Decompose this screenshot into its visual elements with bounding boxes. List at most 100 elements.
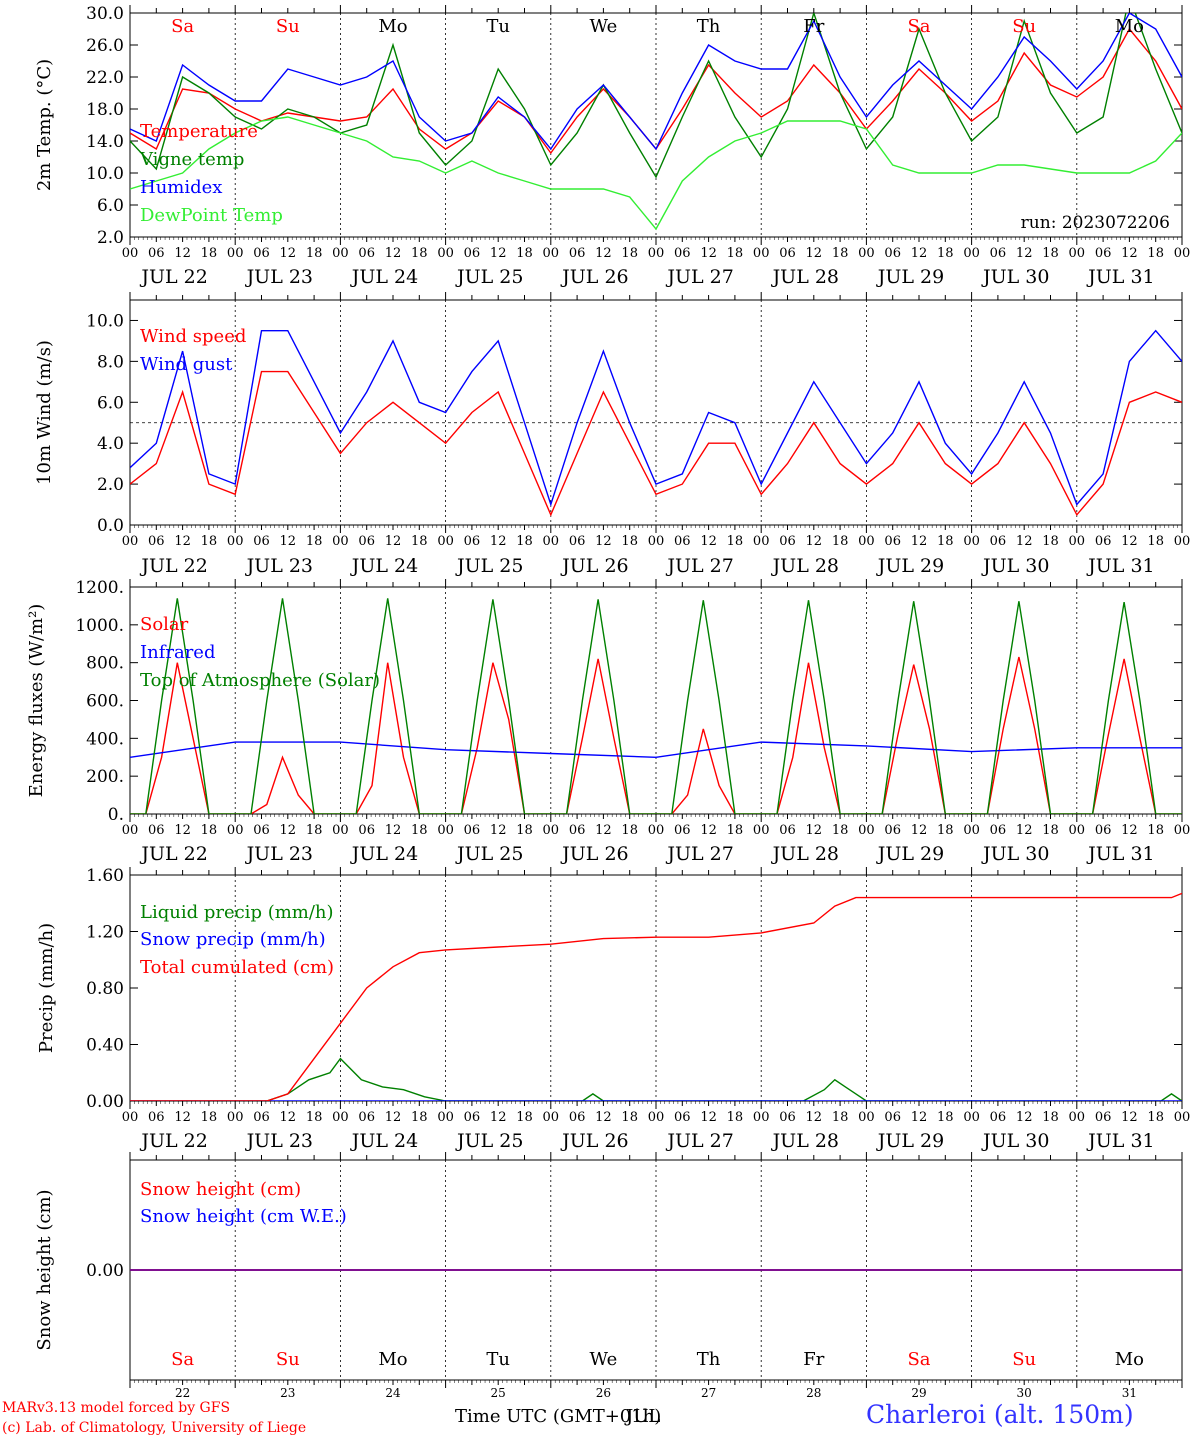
hour-tick-label: 06	[569, 1110, 586, 1125]
date-label: JUL 31	[1086, 843, 1154, 865]
series-liquid-precip-mm-h	[130, 1057, 1182, 1101]
y-tick-label: 1200.	[75, 578, 124, 598]
hour-tick-label: 18	[411, 246, 428, 261]
series-humidex	[130, 13, 1182, 151]
y-axis-label: Precip (mm/h)	[36, 923, 57, 1053]
hour-tick-label: 12	[280, 1110, 297, 1125]
day-of-week-label: Su	[1012, 1349, 1036, 1370]
hour-tick-label: 06	[1095, 246, 1112, 261]
hour-tick-label: 12	[911, 246, 928, 261]
hour-tick-label: 18	[727, 823, 744, 838]
hour-tick-label: 18	[201, 246, 218, 261]
hour-tick-label: 12	[700, 534, 717, 549]
hour-tick-label: 00	[1174, 246, 1191, 261]
hour-tick-label: 18	[832, 246, 849, 261]
run-annotation: run: 2023072206	[1021, 213, 1170, 233]
day-number-label: 23	[280, 1386, 295, 1400]
series-total-cumulated-cm	[130, 892, 1182, 1101]
date-label: JUL 27	[665, 555, 733, 577]
legend-entry: Top of Atmosphere (Solar)	[140, 670, 380, 691]
date-label: JUL 26	[560, 1130, 628, 1152]
day-number-label: 31	[1122, 1386, 1137, 1400]
day-number-label: 30	[1017, 1386, 1032, 1400]
y-tick-label: 200.	[86, 767, 124, 787]
hour-tick-label: 06	[779, 823, 796, 838]
y-tick-label: 0.80	[86, 979, 124, 999]
hour-tick-label: 18	[201, 1110, 218, 1125]
legend-entry: Infrared	[140, 642, 215, 663]
hour-tick-label: 06	[779, 246, 796, 261]
date-label: JUL 27	[665, 1130, 733, 1152]
y-tick-label: 400.	[86, 729, 124, 749]
hour-tick-label: 12	[280, 534, 297, 549]
hour-tick-label: 12	[1016, 534, 1033, 549]
panel-1	[129, 5, 1183, 245]
hour-tick-label: 12	[911, 1110, 928, 1125]
hour-tick-label: 00	[963, 534, 980, 549]
y-tick-label: 0.00	[86, 1261, 124, 1281]
hour-tick-label: 00	[648, 823, 665, 838]
hour-tick-label: 18	[201, 823, 218, 838]
hour-tick-label: 06	[148, 1110, 165, 1125]
hour-tick-label: 18	[306, 246, 323, 261]
hour-tick-label: 12	[595, 534, 612, 549]
hour-tick-label: 18	[727, 1110, 744, 1125]
legend-entry: Temperature	[140, 121, 258, 142]
hour-tick-label: 06	[674, 823, 691, 838]
panel-4	[129, 867, 1183, 1109]
hour-tick-label: 06	[674, 246, 691, 261]
hour-tick-label: 06	[1095, 1110, 1112, 1125]
hour-tick-label: 18	[516, 534, 533, 549]
day-of-week-label: We	[590, 16, 618, 37]
hour-tick-label: 12	[806, 1110, 823, 1125]
date-label: JUL 30	[981, 555, 1049, 577]
legend-entry: Wind gust	[140, 354, 233, 375]
legend-entry: Humidex	[140, 177, 222, 198]
hour-tick-label: 12	[385, 534, 402, 549]
legend-entry: Solar	[140, 614, 189, 635]
hour-tick-label: 06	[990, 823, 1007, 838]
legend-entry: Snow height (cm)	[140, 1179, 301, 1200]
date-label: JUL 22	[139, 555, 207, 577]
hour-tick-label: 18	[727, 246, 744, 261]
date-label: JUL 26	[560, 555, 628, 577]
date-label: JUL 29	[876, 1130, 944, 1152]
hour-tick-label: 00	[332, 1110, 349, 1125]
hour-tick-label: 18	[937, 1110, 954, 1125]
hour-tick-label: 06	[674, 534, 691, 549]
hour-tick-label: 12	[1121, 823, 1138, 838]
hour-tick-label: 06	[148, 534, 165, 549]
date-label: JUL 28	[771, 843, 839, 865]
date-label: JUL 29	[876, 555, 944, 577]
date-label: JUL 24	[350, 843, 418, 865]
date-label: JUL 27	[665, 843, 733, 865]
date-label: JUL 23	[245, 1130, 313, 1152]
hour-tick-label: 00	[227, 534, 244, 549]
day-of-week-label: Fr	[803, 16, 824, 37]
y-tick-label: 1000.	[75, 616, 124, 636]
hour-tick-label: 18	[1147, 823, 1164, 838]
hour-tick-label: 06	[358, 246, 375, 261]
day-of-week-label: Th	[697, 16, 721, 37]
date-label: JUL 26	[560, 266, 628, 288]
hour-tick-label: 00	[963, 1110, 980, 1125]
footer-model-line: MARv3.13 model forced by GFS	[2, 1400, 231, 1416]
hour-tick-label: 18	[1147, 246, 1164, 261]
series-top-of-atmosphere-solar	[130, 598, 1182, 814]
hour-tick-label: 06	[779, 534, 796, 549]
hour-tick-label: 06	[253, 534, 270, 549]
hour-tick-label: 12	[490, 823, 507, 838]
legend-entry: Total cumulated (cm)	[140, 957, 334, 978]
hour-tick-label: 12	[1016, 1110, 1033, 1125]
date-label: JUL 22	[139, 266, 207, 288]
hour-tick-label: 18	[306, 1110, 323, 1125]
day-number-label: 22	[175, 1386, 190, 1400]
date-label: JUL 23	[245, 266, 313, 288]
series-wind-gust	[130, 329, 1182, 507]
y-tick-label: 8.0	[97, 352, 124, 372]
day-of-week-label: Fr	[803, 1349, 824, 1370]
hour-tick-label: 06	[569, 823, 586, 838]
day-of-week-label: Sa	[907, 1349, 930, 1370]
date-label: JUL 29	[876, 843, 944, 865]
location-label: Charleroi (alt. 150m)	[866, 1400, 1134, 1429]
